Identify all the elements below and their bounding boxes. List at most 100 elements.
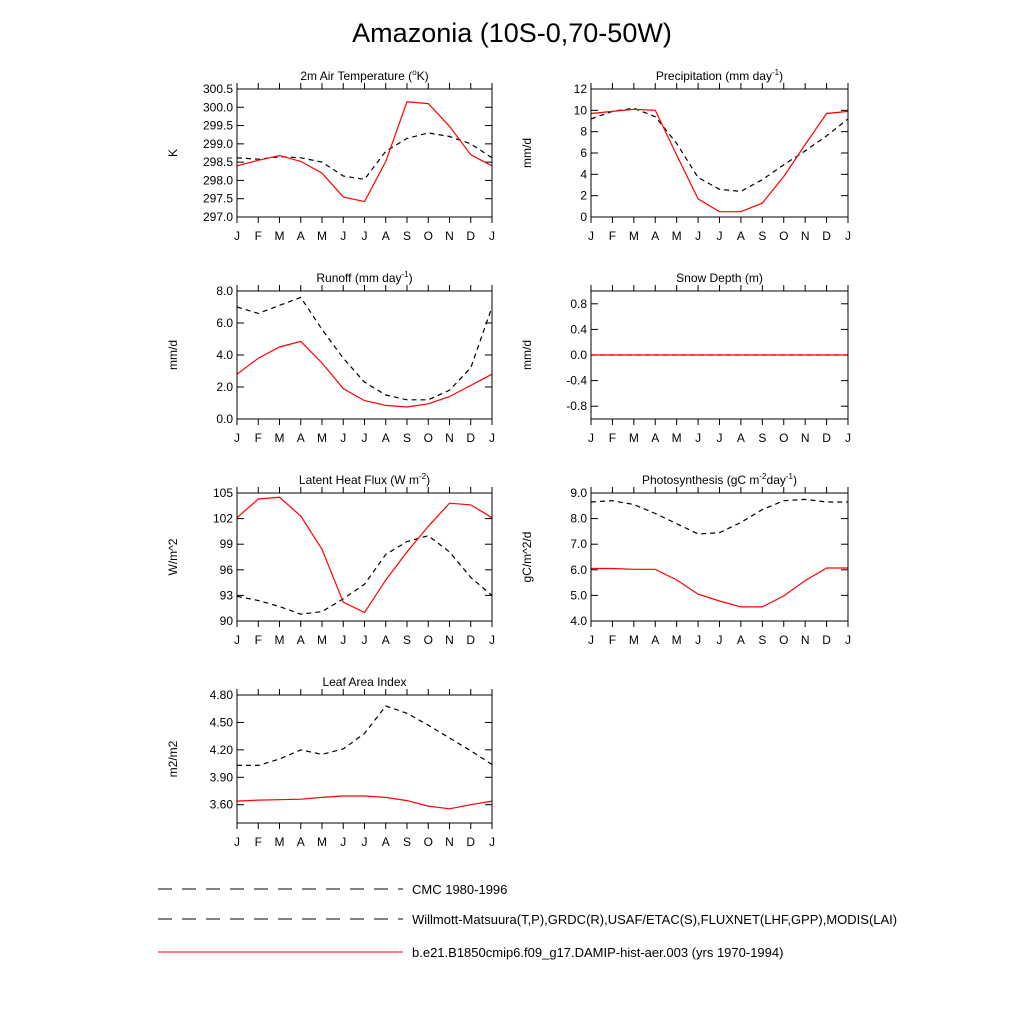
y-tick-label: 300.5 [203,82,233,96]
panel-title: 2m Air Temperature (oK) [300,68,428,83]
y-tick-label: 9.0 [570,486,587,500]
x-tick-label: S [403,835,411,849]
x-tick-label: N [801,633,810,647]
x-tick-label: A [297,633,305,647]
panel-title: Runoff (mm day-1) [316,270,412,285]
y-tick-label: 4.80 [210,688,234,702]
y-axis-label: gC/m^2/d [520,532,534,583]
x-tick-label: A [651,229,659,243]
legend-label: Willmott-Matsuura(T,P),GRDC(R),USAF/ETAC… [412,912,897,927]
x-tick-label: M [275,229,285,243]
y-tick-label: 6.0 [216,316,233,330]
y-tick-label: 8.0 [216,284,233,298]
panel-1: 2m Air Temperature (oK) K 297.0 297.5 298.0 2… [166,68,495,243]
x-tick-label: O [424,633,433,647]
x-tick-label: D [466,431,475,445]
y-tick-label: 3.90 [210,770,234,784]
x-tick-label: A [737,229,745,243]
title-text: Photosynthesis (gC m [642,473,759,487]
legend-item-2: Willmott-Matsuura(T,P),GRDC(R),USAF/ETAC… [158,912,897,927]
x-tick-label: S [403,229,411,243]
obs-series-line [590,498,848,535]
y-tick-label: 2.0 [216,380,233,394]
y-tick-label: 96 [220,563,234,577]
model-series-line [236,795,493,810]
x-tick-label: J [362,633,368,647]
x-tick-label: A [297,431,305,445]
title-text: day [767,473,786,487]
x-tick-label: J [362,229,368,243]
x-tick-label: F [609,633,616,647]
y-tick-label: 4.0 [570,614,587,628]
title-text: Latent Heat Flux (W m [299,473,419,487]
obs-series-line [236,296,493,401]
y-axis-label: mm/d [166,340,180,370]
y-tick-label: 105 [213,486,233,500]
x-tick-label: D [466,229,475,243]
model-series-line [236,340,493,408]
plot-frame [236,88,493,218]
obs-series-line [236,132,493,180]
y-tick-label: 298.5 [203,155,233,169]
obs-series-line [236,535,493,615]
y-tick-label: 0.0 [570,348,587,362]
x-tick-label: A [651,633,659,647]
x-tick-label: J [340,633,346,647]
y-tick-label: 297.5 [203,192,233,206]
y-tick-label: 8 [580,125,587,139]
x-tick-label: M [317,229,327,243]
panel-4: Snow Depth (m)mm/d-0.8-0.40.00.40.8J F M A M… [520,271,851,445]
y-tick-label: 102 [213,512,233,526]
y-tick-label: 6 [580,146,587,160]
x-tick-label: J [234,633,240,647]
figure-title: Amazonia (10S-0,70-50W) [352,18,672,48]
panel-title: Snow Depth (m) [676,271,763,285]
y-axis-label: W/m^2 [166,538,180,575]
x-tick-label: S [403,431,411,445]
y-tick-label: 297.0 [203,210,233,224]
title-text: Leaf Area Index [322,675,406,689]
x-tick-label: A [382,229,390,243]
x-tick-label: J [695,431,701,445]
title-text: Precipitation (mm day [656,69,772,83]
panel-title: Photosynthesis (gC m-2day-1) [642,472,797,487]
panel-3: Runoff (mm day-1)mm/d0.02.04.06.08.0J F M A… [166,270,495,445]
x-tick-label: F [609,431,616,445]
x-tick-label: N [445,633,454,647]
x-tick-label: M [275,633,285,647]
x-tick-label: J [717,229,723,243]
y-tick-label: 8.0 [570,512,587,526]
title-text: ) [779,69,783,83]
x-tick-label: A [382,835,390,849]
legend-label: b.e21.B1850cmip6.f09_g17.DAMIP-hist-aer.… [412,945,783,960]
x-tick-label: N [801,229,810,243]
x-tick-label: M [317,431,327,445]
x-tick-label: F [609,229,616,243]
y-tick-label: -0.8 [566,399,587,413]
x-tick-label: D [466,835,475,849]
x-tick-label: M [672,431,682,445]
x-tick-label: S [758,431,766,445]
x-tick-label: S [758,229,766,243]
plot-frame [236,290,493,420]
panel-5: Latent Heat Flux (W m-2) W/m^2 90 93 96 99 102… [166,472,495,647]
y-tick-label: 4 [580,167,587,181]
y-tick-label: 0.8 [570,297,587,311]
y-tick-label: 2 [580,189,587,203]
x-tick-label: N [445,835,454,849]
title-text: ) [793,473,797,487]
title-text: ) [426,473,430,487]
x-tick-label: F [255,633,262,647]
x-tick-label: N [801,431,810,445]
panel-title: Precipitation (mm day-1) [656,68,783,83]
model-series-line [591,567,848,608]
y-tick-label: 4.0 [216,348,233,362]
x-tick-label: O [424,229,433,243]
obs-series-line [590,107,849,193]
y-tick-label: 4.50 [210,715,234,729]
y-axis-label: mm/d [520,340,534,370]
x-tick-label: A [382,633,390,647]
panel-6: Photosynthesis (gC m-2day-1) gC/m^2/d 4.0 5… [520,472,851,647]
x-tick-label: M [629,633,639,647]
model-series-line [590,108,849,213]
